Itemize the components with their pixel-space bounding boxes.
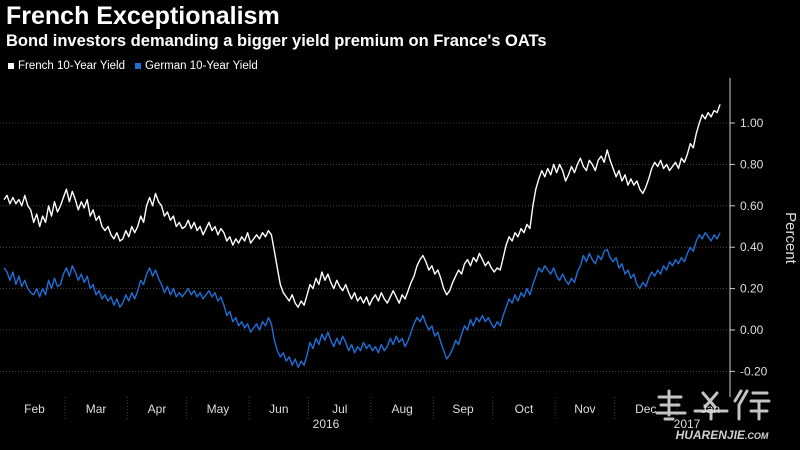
legend-swatch-french <box>8 63 14 69</box>
x-tick-label: Feb <box>24 402 45 416</box>
grid-lines <box>0 122 730 372</box>
y-axis-label: Percent <box>782 212 799 265</box>
x-tick-label: Apr <box>148 402 167 416</box>
x-tick-label: Nov <box>574 402 595 416</box>
watermark-suffix: .COM <box>745 431 769 441</box>
x-axis-ticks: Feb Mar Apr May Jun Jul Aug Sep Oct Nov Dec Jan <box>24 397 720 419</box>
legend: French 10-Year Yield German 10-Year Yiel… <box>8 60 268 72</box>
x-tick-label: May <box>207 402 230 416</box>
chart-title: French Exceptionalism <box>6 2 280 30</box>
y-tick-label: 0.40 <box>740 240 764 254</box>
svg-text:HUARENJIE.COM: HUARENJIE.COM <box>676 428 769 442</box>
y-tick-label: 0.20 <box>740 282 764 296</box>
year-label-2016: 2016 <box>313 417 340 431</box>
x-tick-label: Jul <box>332 402 347 416</box>
x-tick-label: Aug <box>391 402 412 416</box>
chart-subtitle: Bond investors demanding a bigger yield … <box>6 32 547 50</box>
year-label-2017: 2017 <box>674 417 701 431</box>
legend-swatch-german <box>134 63 141 69</box>
watermark-logo: HUARENJIE.COM <box>655 389 771 442</box>
x-tick-label: Oct <box>515 402 534 416</box>
y-tick-label: 1.00 <box>740 116 764 130</box>
x-tick-label: Sep <box>452 402 474 416</box>
x-tick-label: Mar <box>86 402 107 416</box>
series-lines <box>3 104 721 368</box>
legend-item-french: French 10-Year Yield <box>8 60 125 72</box>
y-tick-label: 0.60 <box>740 199 764 213</box>
series-line-german <box>3 232 721 368</box>
x-tick-label: Jun <box>269 402 288 416</box>
y-axis-ticks: -0.20 0.00 0.20 0.40 0.60 0.80 1.00 <box>730 116 768 378</box>
legend-item-german: German 10-Year Yield <box>134 60 258 72</box>
watermark-brand: HUARENJIE <box>676 428 746 442</box>
y-tick-label: 0.80 <box>740 157 764 171</box>
x-tick-label: Dec <box>635 402 656 416</box>
y-tick-label: -0.20 <box>740 364 768 378</box>
series-line-french <box>3 104 721 308</box>
legend-label-french: French 10-Year Yield <box>18 60 125 72</box>
legend-label-german: German 10-Year Yield <box>144 60 258 72</box>
y-tick-label: 0.00 <box>740 323 764 337</box>
